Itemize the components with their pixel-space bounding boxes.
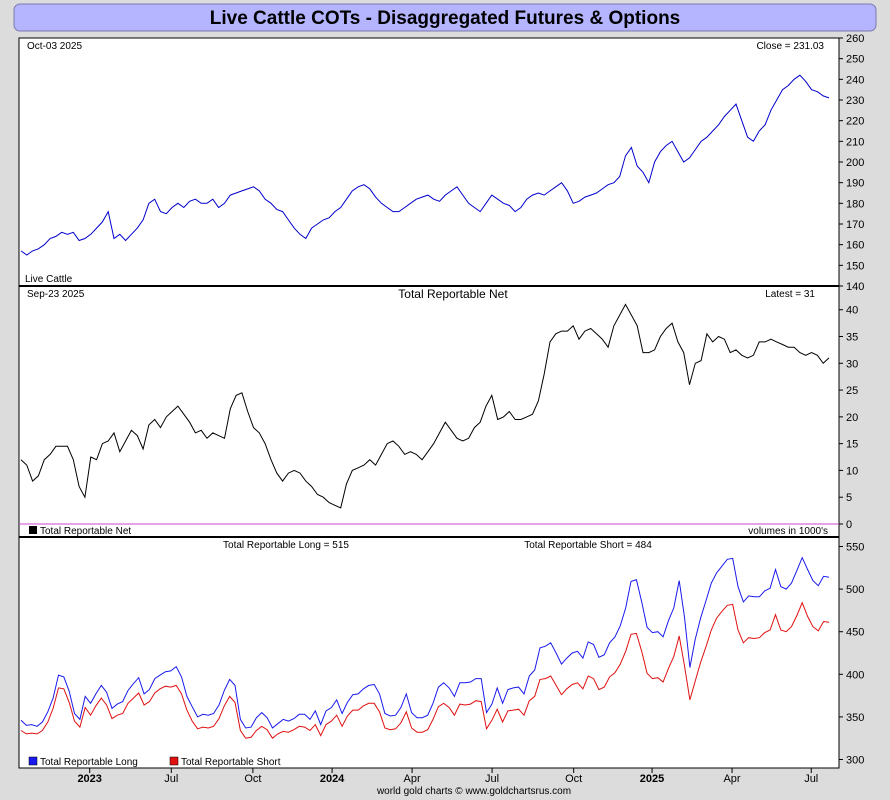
y-tick-label: 240 [846,74,864,86]
volume-units-note: volumes in 1000's [748,526,828,537]
price-panel: Oct-03 2025 Close = 231.03 Live Cattle 1… [20,33,864,293]
x-tick-label: Oct [244,773,261,785]
y-tick-label: 200 [846,157,864,169]
long-title: Total Reportable Long = 515 [223,540,349,551]
x-tick-label: 2025 [640,773,664,785]
x-tick-label: 2024 [320,773,345,785]
y-tick-label: 10 [846,465,858,477]
short-line [20,601,830,739]
y-tick-label: 210 [846,136,864,148]
y-tick-label: 230 [846,95,864,107]
y-tick-label: 140 [846,281,864,293]
price-close-label: Close = 231.03 [756,41,824,52]
y-tick-label: 25 [846,385,858,397]
x-tick-label: 2023 [77,773,101,785]
net-panel: Sep-23 2025 Total Reportable Net Latest … [19,287,858,537]
long-legend-swatch [28,756,38,766]
footer-credit: world gold charts © www.goldchartsrus.co… [376,786,571,797]
x-tick-label: Apr [723,773,740,785]
y-tick-label: 350 [846,712,864,724]
x-tick-label: Jul [485,773,499,785]
y-tick-label: 180 [846,198,864,210]
y-tick-label: 190 [846,178,864,190]
y-tick-label: 15 [846,439,858,451]
y-tick-label: 260 [846,33,864,45]
long-short-panel: Total Reportable Long = 515 Total Report… [20,540,864,768]
y-tick-label: 150 [846,260,864,272]
net-y-axis: 0 5 10 15 20 25 30 35 40 [839,305,858,531]
short-legend-label: Total Reportable Short [181,757,281,768]
price-y-axis: 140 150 160 170 180 190 200 210 220 230 240 250 260 [839,33,864,293]
net-latest-label: Latest = 31 [765,289,815,300]
long-short-y-axis: 300 350 400 450 500 550 [839,542,864,766]
y-tick-label: 400 [846,669,864,681]
y-tick-label: 40 [846,305,858,317]
net-line [20,303,830,509]
net-date-label: Sep-23 2025 [27,289,85,300]
y-tick-label: 450 [846,627,864,639]
net-legend-swatch [29,526,37,534]
net-title: Total Reportable Net [398,287,508,301]
net-legend-label: Total Reportable Net [40,526,131,537]
x-tick-label: Apr [404,773,421,785]
y-tick-label: 220 [846,116,864,128]
plot-area [18,37,840,769]
y-tick-label: 20 [846,412,858,424]
y-tick-label: 550 [846,542,864,554]
y-tick-label: 250 [846,54,864,66]
long-legend-label: Total Reportable Long [40,757,138,768]
x-tick-label: Oct [565,773,582,785]
x-tick-label: Jul [164,773,178,785]
y-tick-label: 35 [846,332,858,344]
x-tick-label: Jul [804,773,818,785]
short-legend-swatch [169,756,179,766]
y-tick-label: 5 [846,492,852,504]
long-line [20,556,830,729]
price-line [20,74,830,256]
x-axis: 2023 Jul Oct 2024 Apr Jul Oct 2025 Apr Jul [77,768,818,785]
short-title: Total Reportable Short = 484 [524,540,652,551]
price-date-label: Oct-03 2025 [27,41,82,52]
y-tick-label: 160 [846,240,864,252]
y-tick-label: 170 [846,219,864,231]
chart-title: Live Cattle COTs - Disaggregated Futures… [210,8,681,29]
title-bar [13,3,877,32]
price-series-label: Live Cattle [25,274,73,285]
y-tick-label: 0 [846,519,852,531]
y-tick-label: 500 [846,584,864,596]
y-tick-label: 300 [846,754,864,766]
y-tick-label: 30 [846,358,858,370]
